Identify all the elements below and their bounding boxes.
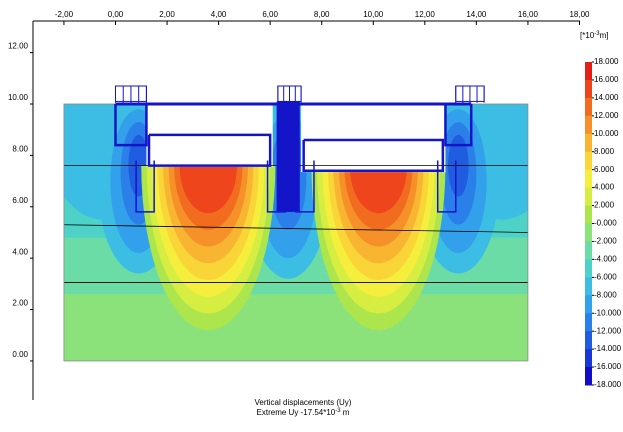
colorbar-segment: [585, 313, 592, 332]
contour-group: [63, 103, 528, 361]
x-tick-label: 14,00: [466, 10, 487, 19]
colorbar-label: -10.000: [594, 308, 622, 317]
contour-band: [179, 165, 237, 214]
x-tick-label: 10,00: [363, 10, 384, 19]
colorbar-segment: [585, 241, 592, 260]
colorbar-label: -0.000: [594, 219, 617, 228]
layer-line: [63, 224, 528, 233]
colorbar-segment: [585, 97, 592, 117]
colorbar-label: -18.000: [594, 380, 622, 389]
colorbar-segment: [585, 331, 592, 350]
colorbar-unit: [*10-3m]: [580, 31, 608, 41]
colorbar-label: 6.000: [594, 165, 615, 174]
colorbar-label: 2.000: [594, 201, 615, 210]
colorbar-label: -16.000: [594, 362, 622, 371]
colorbar-segment: [585, 205, 592, 224]
x-tick-label: -2,00: [55, 10, 74, 19]
colorbar-segment: [585, 115, 592, 135]
colorbar-label: 10.000: [594, 129, 619, 138]
center-wall: [276, 101, 300, 212]
extreme-label: Extreme Uy -17.54*10-3 m: [257, 408, 350, 418]
pile: [295, 160, 315, 213]
floor-slab: [302, 138, 445, 173]
colorbar-segment: [585, 151, 592, 171]
colorbar-segment: [585, 259, 592, 278]
y-tick-label: 10.00: [8, 93, 29, 102]
colorbar-segment: [585, 367, 592, 386]
colorbar-segment: [585, 223, 592, 242]
contour-band: [301, 103, 446, 173]
contour-field: [63, 85, 529, 362]
colorbar-label: 8.000: [594, 147, 615, 156]
x-tick-label: 6,00: [262, 10, 278, 19]
colorbar-segment: [585, 277, 592, 296]
colorbar-label: -2.000: [594, 237, 617, 246]
colorbar-segment: [585, 169, 592, 189]
colorbar-label: -12.000: [594, 326, 622, 335]
colorbar-label: -6.000: [594, 272, 617, 281]
pile: [436, 160, 457, 213]
x-tick-label: 4,00: [211, 10, 227, 19]
y-tick-label: 6.00: [12, 196, 28, 205]
colorbar-label: 18.000: [594, 57, 619, 66]
floor-slab: [147, 133, 272, 167]
colorbar-segment: [585, 295, 592, 314]
x-tick-label: 12,00: [415, 10, 436, 19]
contour-group: [141, 165, 446, 331]
y-tick-label: 0.00: [12, 350, 28, 359]
pile: [266, 160, 287, 213]
x-tick-label: 2,00: [159, 10, 175, 19]
y-tick-label: 4.00: [12, 247, 28, 256]
x-tick-label: 18,00: [569, 10, 590, 19]
colorbar-segment: [585, 62, 592, 81]
colorbar-segment: [585, 133, 592, 153]
colorbar-label: -8.000: [594, 290, 617, 299]
colorbar-label: 4.000: [594, 183, 615, 192]
y-tick-label: 2.00: [12, 299, 28, 308]
colorbar-label: 16.000: [594, 75, 619, 84]
plot-title: Vertical displacements (Uy): [255, 398, 352, 407]
colorbar-label: 14.000: [594, 93, 619, 102]
colorbar-segment: [585, 349, 592, 368]
colorbar-label: -14.000: [594, 344, 622, 353]
colorbar-label: 12.000: [594, 111, 619, 120]
wall: [114, 103, 148, 147]
colorbar-segment: [585, 79, 592, 99]
x-tick-label: 8,00: [314, 10, 330, 19]
colorbar-segment: [585, 187, 592, 207]
x-tick-label: 16,00: [518, 10, 539, 19]
contour-band: [349, 165, 408, 214]
colorbar-label: -4.000: [594, 254, 617, 263]
wall: [444, 103, 473, 147]
y-tick-label: 12.00: [8, 42, 29, 51]
pile: [135, 160, 155, 213]
y-tick-label: 8.00: [12, 144, 28, 153]
x-tick-label: 0,00: [108, 10, 124, 19]
